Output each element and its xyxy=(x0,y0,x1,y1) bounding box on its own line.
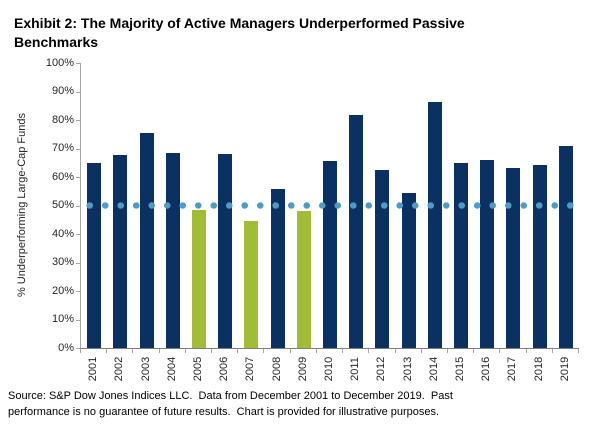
x-axis-tick-label-2004: 2004 xyxy=(165,356,178,382)
x-axis-tick-mark xyxy=(211,349,213,353)
y-axis-tick-label-80%: 80% xyxy=(51,113,74,126)
bar-2015 xyxy=(454,162,469,348)
bar-2008 xyxy=(270,188,285,348)
bar-2011 xyxy=(349,114,364,348)
x-axis-tick-label-2006: 2006 xyxy=(218,356,231,382)
bar-2013 xyxy=(401,192,416,348)
x-axis-tick-mark xyxy=(237,349,239,353)
x-axis-tick-mark xyxy=(368,349,370,353)
x-axis-tick-label-2002: 2002 xyxy=(113,356,126,382)
plot-area xyxy=(80,63,579,349)
x-axis-tick-mark xyxy=(499,349,501,353)
x-axis-tick-mark xyxy=(394,349,396,353)
y-axis-tick-mark xyxy=(76,91,80,93)
bar-2001 xyxy=(87,162,102,348)
x-axis-tick-label-2017: 2017 xyxy=(506,356,519,382)
y-axis-tick-mark xyxy=(76,234,80,235)
x-axis-tick-mark xyxy=(80,349,81,353)
bar-2005 xyxy=(191,210,206,348)
y-axis-tick-mark xyxy=(76,63,80,64)
y-axis-tick-label-0%: 0% xyxy=(58,341,74,354)
bar-2009 xyxy=(296,211,311,348)
x-axis-tick-mark xyxy=(263,349,265,353)
x-axis-tick-label-2001: 2001 xyxy=(87,356,100,382)
reference-line-50pct xyxy=(80,202,578,209)
y-axis-tick-mark xyxy=(76,262,80,264)
y-axis-tick-mark xyxy=(76,177,80,178)
x-axis-tick-mark xyxy=(551,349,553,353)
x-axis-tick-label-2014: 2014 xyxy=(427,356,440,382)
y-axis-tick-label-90%: 90% xyxy=(51,85,74,97)
x-axis-tick-label-2003: 2003 xyxy=(139,356,152,382)
x-axis-tick-mark xyxy=(342,349,344,353)
bar-2016 xyxy=(480,159,495,348)
x-axis-tick-mark xyxy=(184,349,186,353)
x-axis-tick-label-2010: 2010 xyxy=(323,356,335,382)
y-axis-tick-mark xyxy=(76,348,80,349)
x-axis-tick-mark xyxy=(106,349,108,353)
x-axis-tick-label-2013: 2013 xyxy=(401,356,414,382)
bar-2018 xyxy=(532,164,547,348)
bar-2010 xyxy=(323,161,337,348)
bar-2004 xyxy=(165,152,180,348)
y-axis-tick-mark xyxy=(76,120,80,121)
y-axis-tick-label-20%: 20% xyxy=(51,284,74,297)
bar-2019 xyxy=(558,146,573,348)
y-axis-tick-label-100%: 100% xyxy=(45,56,74,69)
x-axis-tick-mark xyxy=(578,349,579,353)
x-axis-tick-label-2011: 2011 xyxy=(349,357,362,381)
x-axis-tick-mark xyxy=(132,349,134,353)
y-axis-tick-mark xyxy=(76,148,80,150)
x-axis-tick-mark xyxy=(289,349,291,353)
x-axis-tick-mark xyxy=(420,349,422,353)
x-axis-tick-label-2005: 2005 xyxy=(191,356,204,382)
x-axis-tick-label-2018: 2018 xyxy=(532,356,545,382)
bar-2017 xyxy=(506,168,521,348)
bar-2012 xyxy=(375,169,390,348)
bar-2003 xyxy=(139,133,154,348)
x-axis-tick-mark xyxy=(525,349,527,353)
x-axis-tick-mark xyxy=(473,349,475,353)
x-axis-tick-label-2016: 2016 xyxy=(480,356,493,382)
bar-2006 xyxy=(218,153,233,348)
source-line-1: Source: S&P Dow Jones Indices LLC. Data … xyxy=(8,390,453,402)
x-axis-tick-label-2007: 2007 xyxy=(244,356,257,382)
x-axis-tick-label-2015: 2015 xyxy=(454,356,467,382)
chart-title: Exhibit 2: The Majority of Active Manage… xyxy=(14,15,465,50)
y-axis-tick-label-70%: 70% xyxy=(51,142,74,154)
y-axis-title: % Underperforming Large-Cap Funds xyxy=(16,112,28,298)
bar-2002 xyxy=(113,155,128,348)
y-axis-tick-mark xyxy=(76,205,80,207)
x-axis-tick-label-2019: 2019 xyxy=(558,356,571,382)
x-axis-tick-label-2012: 2012 xyxy=(375,356,388,382)
source-note: Source: S&P Dow Jones Indices LLC. Data … xyxy=(8,388,453,420)
bar-2007 xyxy=(244,221,259,348)
y-axis-tick-label-60%: 60% xyxy=(51,170,74,183)
x-axis-tick-label-2008: 2008 xyxy=(270,356,283,382)
x-axis-tick-mark xyxy=(315,349,317,353)
bar-2014 xyxy=(427,101,442,348)
x-axis-tick-mark xyxy=(446,349,448,353)
y-axis-tick-mark xyxy=(76,291,80,292)
y-axis-tick-label-30%: 30% xyxy=(51,256,74,268)
y-axis-tick-label-50%: 50% xyxy=(51,199,74,211)
source-line-2: performance is no guarantee of future re… xyxy=(8,406,440,418)
x-axis-tick-mark xyxy=(158,349,160,353)
y-axis-tick-mark xyxy=(76,319,80,321)
x-axis-tick-label-2009: 2009 xyxy=(296,356,309,382)
y-axis-tick-label-10%: 10% xyxy=(51,313,74,325)
y-axis-tick-label-40%: 40% xyxy=(51,227,74,240)
